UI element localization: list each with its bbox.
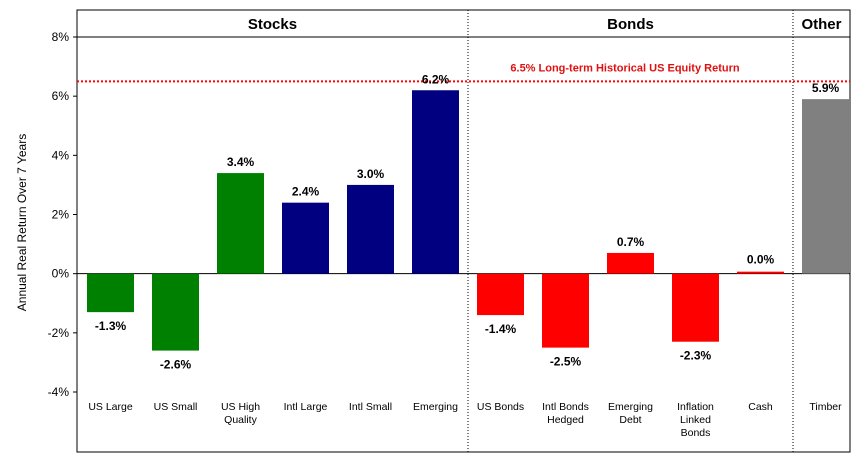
y-tick-label: 8% — [52, 30, 70, 44]
bar — [152, 273, 199, 351]
reference-line-label: 6.5% Long-term Historical US Equity Retu… — [510, 62, 739, 74]
x-category-label: Quality — [224, 414, 257, 426]
bar-value-label: 3.4% — [227, 155, 255, 169]
bar-value-label: 0.7% — [617, 235, 645, 249]
plot-frame — [76, 9, 851, 453]
x-category-label: Intl Small — [349, 401, 392, 413]
y-tick-label: 6% — [52, 89, 70, 103]
section-title-other: Other — [801, 16, 841, 33]
bar-value-label: 3.0% — [357, 167, 385, 181]
x-category-label: Debt — [619, 414, 641, 426]
bar — [87, 273, 134, 313]
bar-value-label: -2.5% — [550, 355, 582, 369]
x-category-label: Inflation — [677, 401, 714, 413]
x-category-label: Hedged — [547, 414, 584, 426]
bar-value-label: -2.3% — [680, 349, 712, 363]
bar-value-label: -1.3% — [95, 319, 127, 333]
y-tick-label: 4% — [52, 148, 70, 162]
x-category-label: Emerging — [608, 401, 653, 413]
bar-value-label: 5.9% — [812, 81, 840, 95]
y-tick-label: 0% — [52, 267, 70, 281]
bar-value-label: 0.0% — [747, 253, 775, 267]
y-tick-label: -4% — [48, 385, 70, 399]
bar — [217, 173, 264, 274]
x-category-label: Bonds — [681, 427, 711, 439]
x-category-label: Timber — [809, 401, 842, 413]
x-category-label: Cash — [748, 401, 773, 413]
bar — [737, 271, 784, 274]
bar — [607, 252, 654, 274]
bar-value-label: 6.2% — [422, 72, 450, 86]
x-category-label: US High — [221, 401, 260, 413]
x-category-label: Intl Large — [284, 401, 328, 413]
y-axis-label: Annual Real Return Over 7 Years — [15, 134, 29, 311]
bar — [542, 273, 589, 348]
x-category-label: Emerging — [413, 401, 458, 413]
y-tick-label: -2% — [48, 326, 70, 340]
x-category-label: US Large — [88, 401, 133, 413]
bar — [347, 184, 394, 274]
bar-value-label: 2.4% — [292, 185, 320, 199]
bar-value-label: -1.4% — [485, 322, 517, 336]
bar — [412, 90, 459, 274]
bar — [477, 273, 524, 316]
x-category-label: Intl Bonds — [542, 401, 589, 413]
x-category-label: US Bonds — [477, 401, 524, 413]
bar-value-label: -2.6% — [160, 358, 192, 372]
x-category-label: US Small — [154, 401, 198, 413]
section-title-stocks: Stocks — [248, 16, 297, 33]
section-title-bonds: Bonds — [607, 16, 654, 33]
y-tick-label: 2% — [52, 208, 70, 222]
x-category-label: Linked — [680, 414, 711, 426]
bar — [282, 202, 329, 274]
bar — [672, 273, 719, 342]
bar — [802, 99, 849, 274]
